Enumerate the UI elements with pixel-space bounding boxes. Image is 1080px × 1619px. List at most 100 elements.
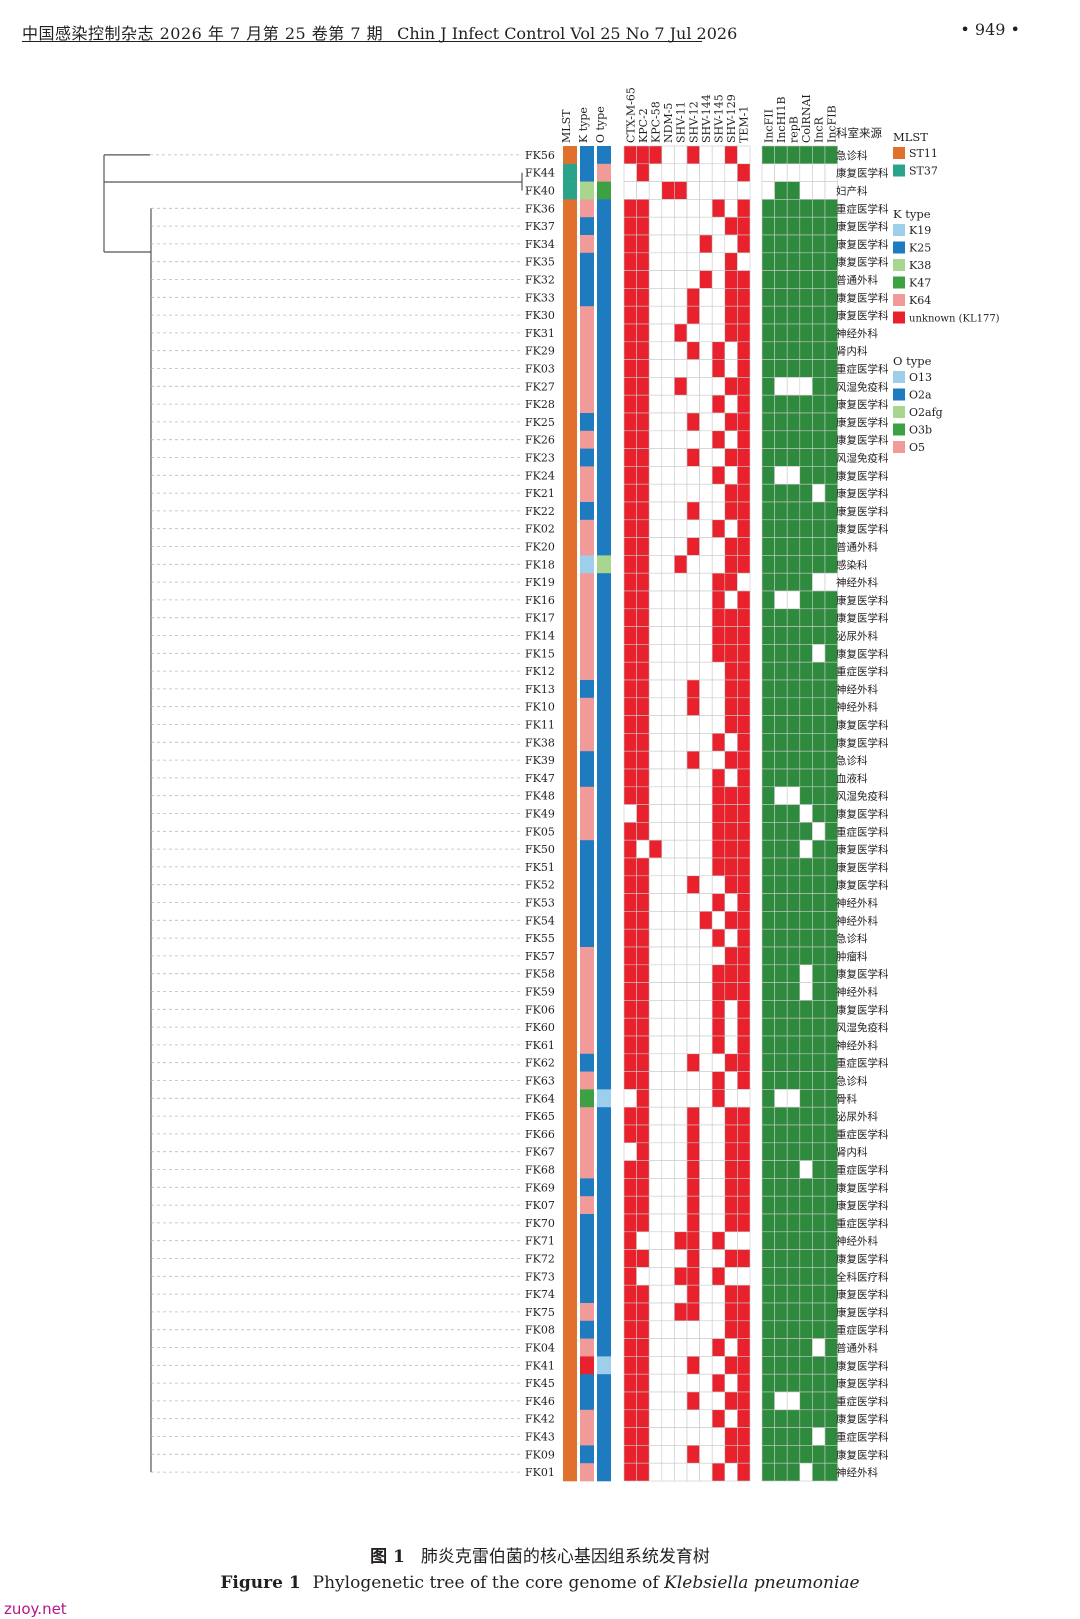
cell-plasmid [812, 1089, 826, 1108]
cell-gene [636, 1195, 650, 1215]
cell-gene [674, 1071, 688, 1090]
cell-gene [636, 448, 650, 467]
cell-gene [724, 768, 738, 788]
cell-gene [623, 394, 637, 414]
cell-gene [648, 537, 663, 556]
cell-plasmid [786, 982, 801, 1001]
legend-swatch [893, 294, 905, 306]
cell-gene [711, 590, 726, 610]
cell-k-type [580, 644, 594, 663]
cell-k-type [580, 1053, 594, 1072]
cell-gene [623, 911, 637, 930]
cell-gene [623, 572, 637, 592]
cell-gene [724, 305, 738, 325]
cell-k-type [580, 146, 594, 165]
cell-o-type [597, 1160, 611, 1179]
cell-gene [711, 964, 726, 983]
strain-label: FK06 [525, 1003, 555, 1016]
cell-gene [711, 1338, 726, 1357]
cell-gene [737, 1356, 751, 1375]
cell-gene [699, 715, 713, 734]
cell-gene [724, 483, 738, 503]
cell-k-type [580, 555, 594, 574]
cell-plasmid [786, 1017, 801, 1037]
cell-k-type [580, 1374, 594, 1393]
cell-gene [674, 1213, 688, 1233]
cell-gene [661, 252, 675, 271]
cell-k-type [580, 786, 594, 805]
cell-gene [623, 323, 637, 343]
cell-plasmid [786, 199, 801, 218]
strain-label: FK21 [525, 487, 555, 500]
cell-gene [711, 733, 726, 752]
cell-plasmid [774, 911, 788, 930]
cell-mlst [563, 181, 577, 200]
legend-swatch [893, 147, 905, 159]
cell-gene [636, 875, 650, 894]
cell-gene [674, 466, 688, 485]
cell-k-type [580, 181, 594, 200]
cell-k-type [580, 395, 594, 414]
cell-plasmid [799, 466, 813, 485]
cell-gene [636, 1160, 650, 1179]
cell-o-type [597, 395, 611, 414]
legend-swatch [893, 276, 905, 289]
department-label: 风湿免疫科 [836, 790, 889, 803]
cell-gene [623, 644, 637, 663]
cell-o-type [597, 1285, 611, 1304]
department-label: 康复医学科 [836, 647, 889, 660]
cell-gene [674, 1284, 688, 1304]
cell-plasmid [774, 412, 788, 432]
cell-plasmid [786, 1106, 801, 1126]
cell-mlst [563, 1214, 577, 1233]
cell-gene [623, 1106, 637, 1126]
cell-gene [674, 288, 688, 307]
cell-gene [686, 1249, 700, 1268]
cell-gene [661, 1142, 675, 1161]
cell-plasmid [812, 1231, 826, 1250]
cell-gene [661, 377, 675, 396]
cell-gene [636, 1462, 650, 1482]
cell-gene [674, 537, 688, 556]
cell-plasmid [761, 733, 775, 752]
cell-plasmid [774, 1213, 788, 1233]
strain-label: FK04 [525, 1342, 555, 1355]
department-label: 肾内科 [836, 1146, 868, 1159]
cell-gene [686, 697, 700, 716]
cell-plasmid [761, 964, 775, 983]
cell-mlst [563, 875, 577, 894]
column-header-plasmid: repB [788, 116, 801, 143]
cell-gene [686, 608, 700, 627]
cell-plasmid [761, 893, 775, 912]
department-label: 神经外科 [836, 1466, 878, 1479]
cell-gene [699, 359, 713, 378]
cell-gene [711, 1071, 726, 1090]
cell-gene [674, 1427, 688, 1446]
cell-gene [648, 430, 663, 449]
cell-plasmid [799, 893, 813, 912]
cell-plasmid [799, 1035, 813, 1055]
cell-gene [699, 1409, 713, 1428]
cell-gene [648, 377, 663, 396]
cell-gene [699, 1124, 713, 1144]
cell-plasmid [812, 679, 826, 699]
cell-plasmid [761, 679, 775, 699]
cell-gene [724, 697, 738, 716]
cell-gene [711, 839, 726, 859]
cell-mlst [563, 1356, 577, 1375]
cell-gene [623, 519, 637, 538]
cell-gene [674, 822, 688, 841]
column-header-gene: KPC-58 [650, 101, 663, 143]
cell-o-type [597, 786, 611, 805]
cell-gene [636, 1356, 650, 1375]
cell-k-type [580, 1231, 594, 1250]
cell-gene [686, 252, 700, 271]
cell-gene [711, 928, 726, 948]
department-label: 泌尿外科 [836, 1110, 878, 1123]
cell-plasmid [774, 323, 788, 343]
cell-plasmid [812, 982, 826, 1001]
cell-gene [623, 448, 637, 467]
running-head: 中国感染控制杂志 2026 年 7 月第 25 卷第 7 期 Chin J Inf… [22, 20, 737, 44]
cell-gene [699, 626, 713, 645]
cell-gene [724, 857, 738, 877]
